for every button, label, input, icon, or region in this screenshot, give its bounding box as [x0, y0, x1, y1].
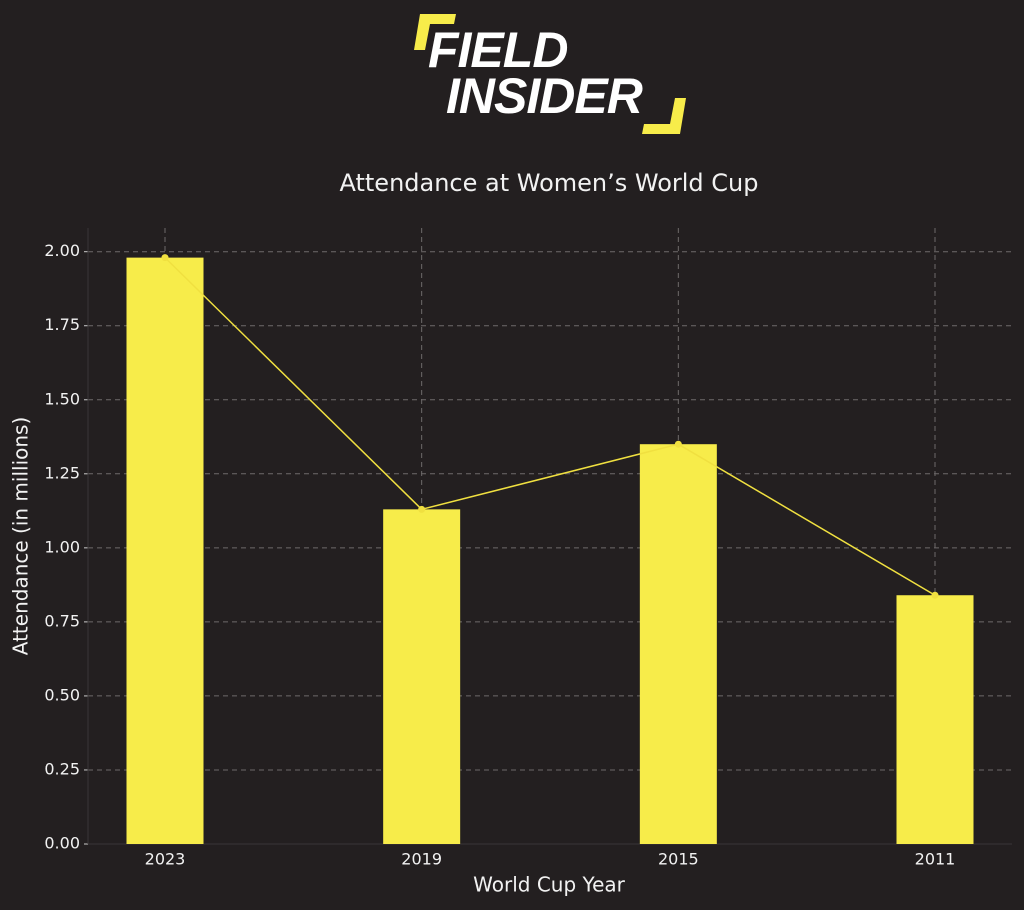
y-tick-label: 1.75 [44, 315, 80, 334]
y-tick-label: 2.00 [44, 241, 80, 260]
y-tick-label: 0.25 [44, 759, 80, 778]
y-tick-label: 1.25 [44, 463, 80, 482]
logo-bracket [414, 14, 456, 50]
bar [896, 595, 974, 844]
logo-text: INSIDER [446, 68, 643, 124]
x-tick-label: 2019 [401, 850, 442, 869]
logo-bracket [642, 98, 686, 134]
trend-point [418, 505, 426, 513]
trend-line [164, 257, 936, 596]
logo: FIELD INSIDER [414, 14, 686, 134]
y-tick-label: 1.50 [44, 389, 80, 408]
x-tick-label: 2015 [658, 850, 699, 869]
logo-text: FIELD [428, 22, 567, 78]
x-tick-label: 2011 [915, 850, 956, 869]
bar [639, 444, 717, 844]
y-tick-label: 0.75 [44, 611, 80, 630]
x-tick-label: 2023 [145, 850, 186, 869]
y-tick-label: 0.00 [44, 834, 80, 853]
bar [383, 509, 461, 844]
trend-point [674, 440, 682, 448]
bar [126, 257, 204, 845]
trend-point [161, 254, 169, 262]
x-axis-label: World Cup Year [473, 873, 625, 897]
y-tick-label: 1.00 [44, 537, 80, 556]
y-axis-label: Attendance (in millions) [9, 417, 33, 656]
chart-title: Attendance at Women’s World Cup [339, 169, 758, 197]
trend-point [931, 591, 939, 599]
y-tick-label: 0.50 [44, 685, 80, 704]
plot-area: 0.00 0.25 0.50 0.75 1.00 1.25 1.50 1.75 2.00 2023… [44, 228, 1012, 869]
